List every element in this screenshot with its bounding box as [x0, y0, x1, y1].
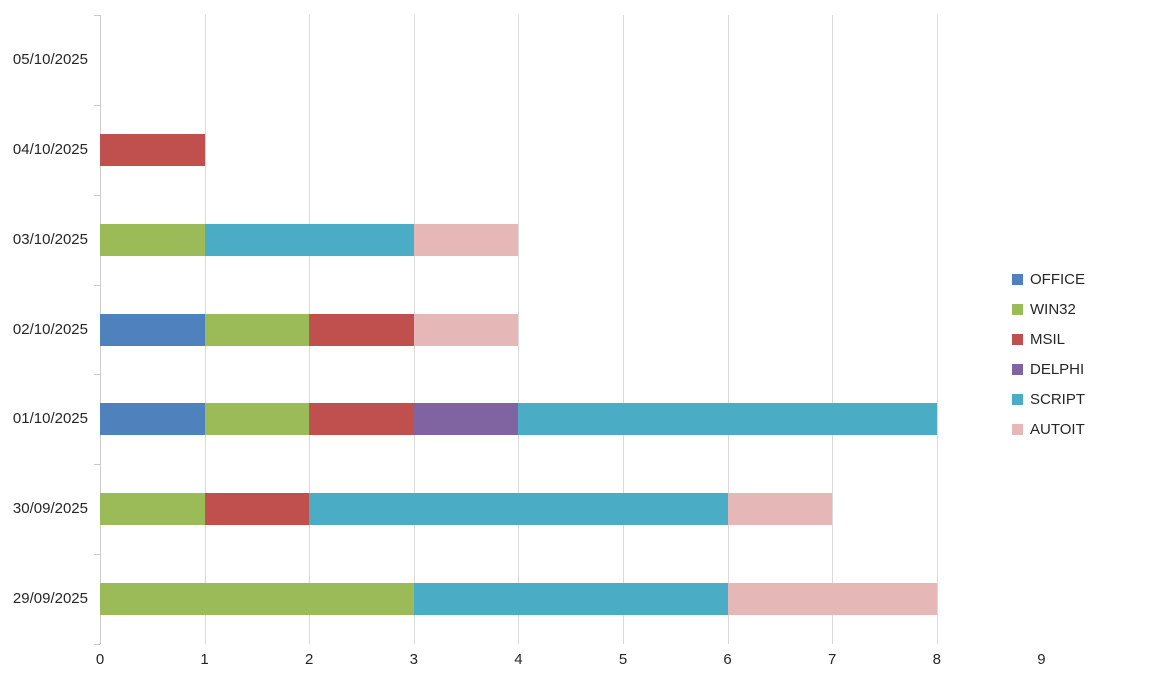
- legend-item-msil: MSIL: [1012, 324, 1085, 354]
- category-axis-tick: [94, 644, 100, 645]
- legend-item-office: OFFICE: [1012, 264, 1085, 294]
- category-axis-tick: [94, 554, 100, 555]
- legend-swatch-icon: [1012, 363, 1023, 375]
- bar-segment-msil-01/10/2025: [309, 403, 414, 436]
- legend-item-script: SCRIPT: [1012, 384, 1085, 414]
- bar-segment-script-03/10/2025: [204, 223, 414, 256]
- category-label: 29/09/2025: [12, 590, 88, 608]
- category-axis-tick: [94, 374, 100, 375]
- x-tick-label-5: 5: [618, 651, 628, 668]
- gridline-4: [518, 15, 520, 644]
- legend-label: OFFICE: [1030, 270, 1085, 288]
- bar-segment-autoit-02/10/2025: [413, 313, 519, 346]
- x-tick-label-9: 9: [1037, 651, 1046, 668]
- bar-segment-msil-02/10/2025: [309, 313, 414, 346]
- category-label: 01/10/2025: [12, 410, 88, 428]
- bar-segment-win32-02/10/2025: [204, 313, 310, 346]
- legend-swatch-icon: [1012, 393, 1023, 405]
- bar-segment-msil-30/09/2025: [204, 493, 310, 526]
- category-axis-tick: [94, 105, 100, 106]
- x-tick-label-0: 0: [95, 651, 105, 668]
- bar-segment-script-01/10/2025: [518, 403, 937, 436]
- legend-item-autoit: AUTOIT: [1012, 414, 1085, 444]
- legend-label: WIN32: [1030, 300, 1076, 318]
- category-label: 04/10/2025: [12, 140, 88, 158]
- category-axis-tick: [94, 464, 100, 465]
- gridline-6: [727, 15, 729, 644]
- x-tick-label-1: 1: [200, 651, 209, 668]
- legend-swatch-icon: [1012, 423, 1023, 435]
- bar-segment-win32-03/10/2025: [100, 223, 205, 256]
- bar-segment-msil-04/10/2025: [100, 133, 205, 166]
- bar-segment-win32-01/10/2025: [204, 403, 310, 436]
- legend-item-delphi: DELPHI: [1012, 354, 1085, 384]
- bar-segment-script-29/09/2025: [413, 583, 728, 616]
- legend-label: AUTOIT: [1030, 420, 1085, 438]
- bar-segment-office-01/10/2025: [100, 403, 205, 436]
- plot-area: [94, 15, 1042, 645]
- gridline-8: [936, 15, 938, 644]
- gridline-5: [623, 15, 624, 644]
- bar-segment-autoit-29/09/2025: [727, 583, 937, 616]
- category-label: 30/09/2025: [12, 500, 88, 518]
- legend: OFFICE WIN32 MSIL DELPHI SCRIPT AUTOIT: [1012, 264, 1085, 444]
- legend-swatch-icon: [1012, 333, 1023, 345]
- x-tick-label-7: 7: [828, 651, 837, 668]
- bar-segment-autoit-30/09/2025: [727, 493, 833, 526]
- bar-segment-autoit-03/10/2025: [413, 223, 519, 256]
- legend-label: DELPHI: [1030, 360, 1085, 378]
- x-tick-label-4: 4: [514, 651, 523, 668]
- bar-segment-win32-29/09/2025: [100, 583, 414, 616]
- x-tick-label-3: 3: [409, 651, 418, 668]
- bar-segment-delphi-01/10/2025: [413, 403, 519, 436]
- x-tick-label-2: 2: [305, 651, 314, 668]
- x-tick-label-6: 6: [723, 651, 732, 668]
- category-label: 02/10/2025: [12, 320, 88, 338]
- category-label: 03/10/2025: [12, 230, 88, 248]
- category-axis-tick: [94, 285, 100, 286]
- bar-segment-script-30/09/2025: [309, 493, 728, 526]
- bar-segment-office-02/10/2025: [100, 313, 205, 346]
- gridline-7: [832, 15, 834, 644]
- legend-item-win32: WIN32: [1012, 294, 1085, 324]
- category-label: 05/10/2025: [12, 50, 88, 68]
- legend-swatch-icon: [1012, 273, 1023, 285]
- bar-segment-win32-30/09/2025: [100, 493, 205, 526]
- legend-swatch-icon: [1012, 303, 1023, 315]
- category-axis-tick: [94, 195, 100, 196]
- legend-label: SCRIPT: [1030, 390, 1086, 408]
- legend-label: MSIL: [1030, 330, 1066, 348]
- category-axis-tick: [94, 15, 100, 16]
- x-tick-label-8: 8: [932, 651, 941, 668]
